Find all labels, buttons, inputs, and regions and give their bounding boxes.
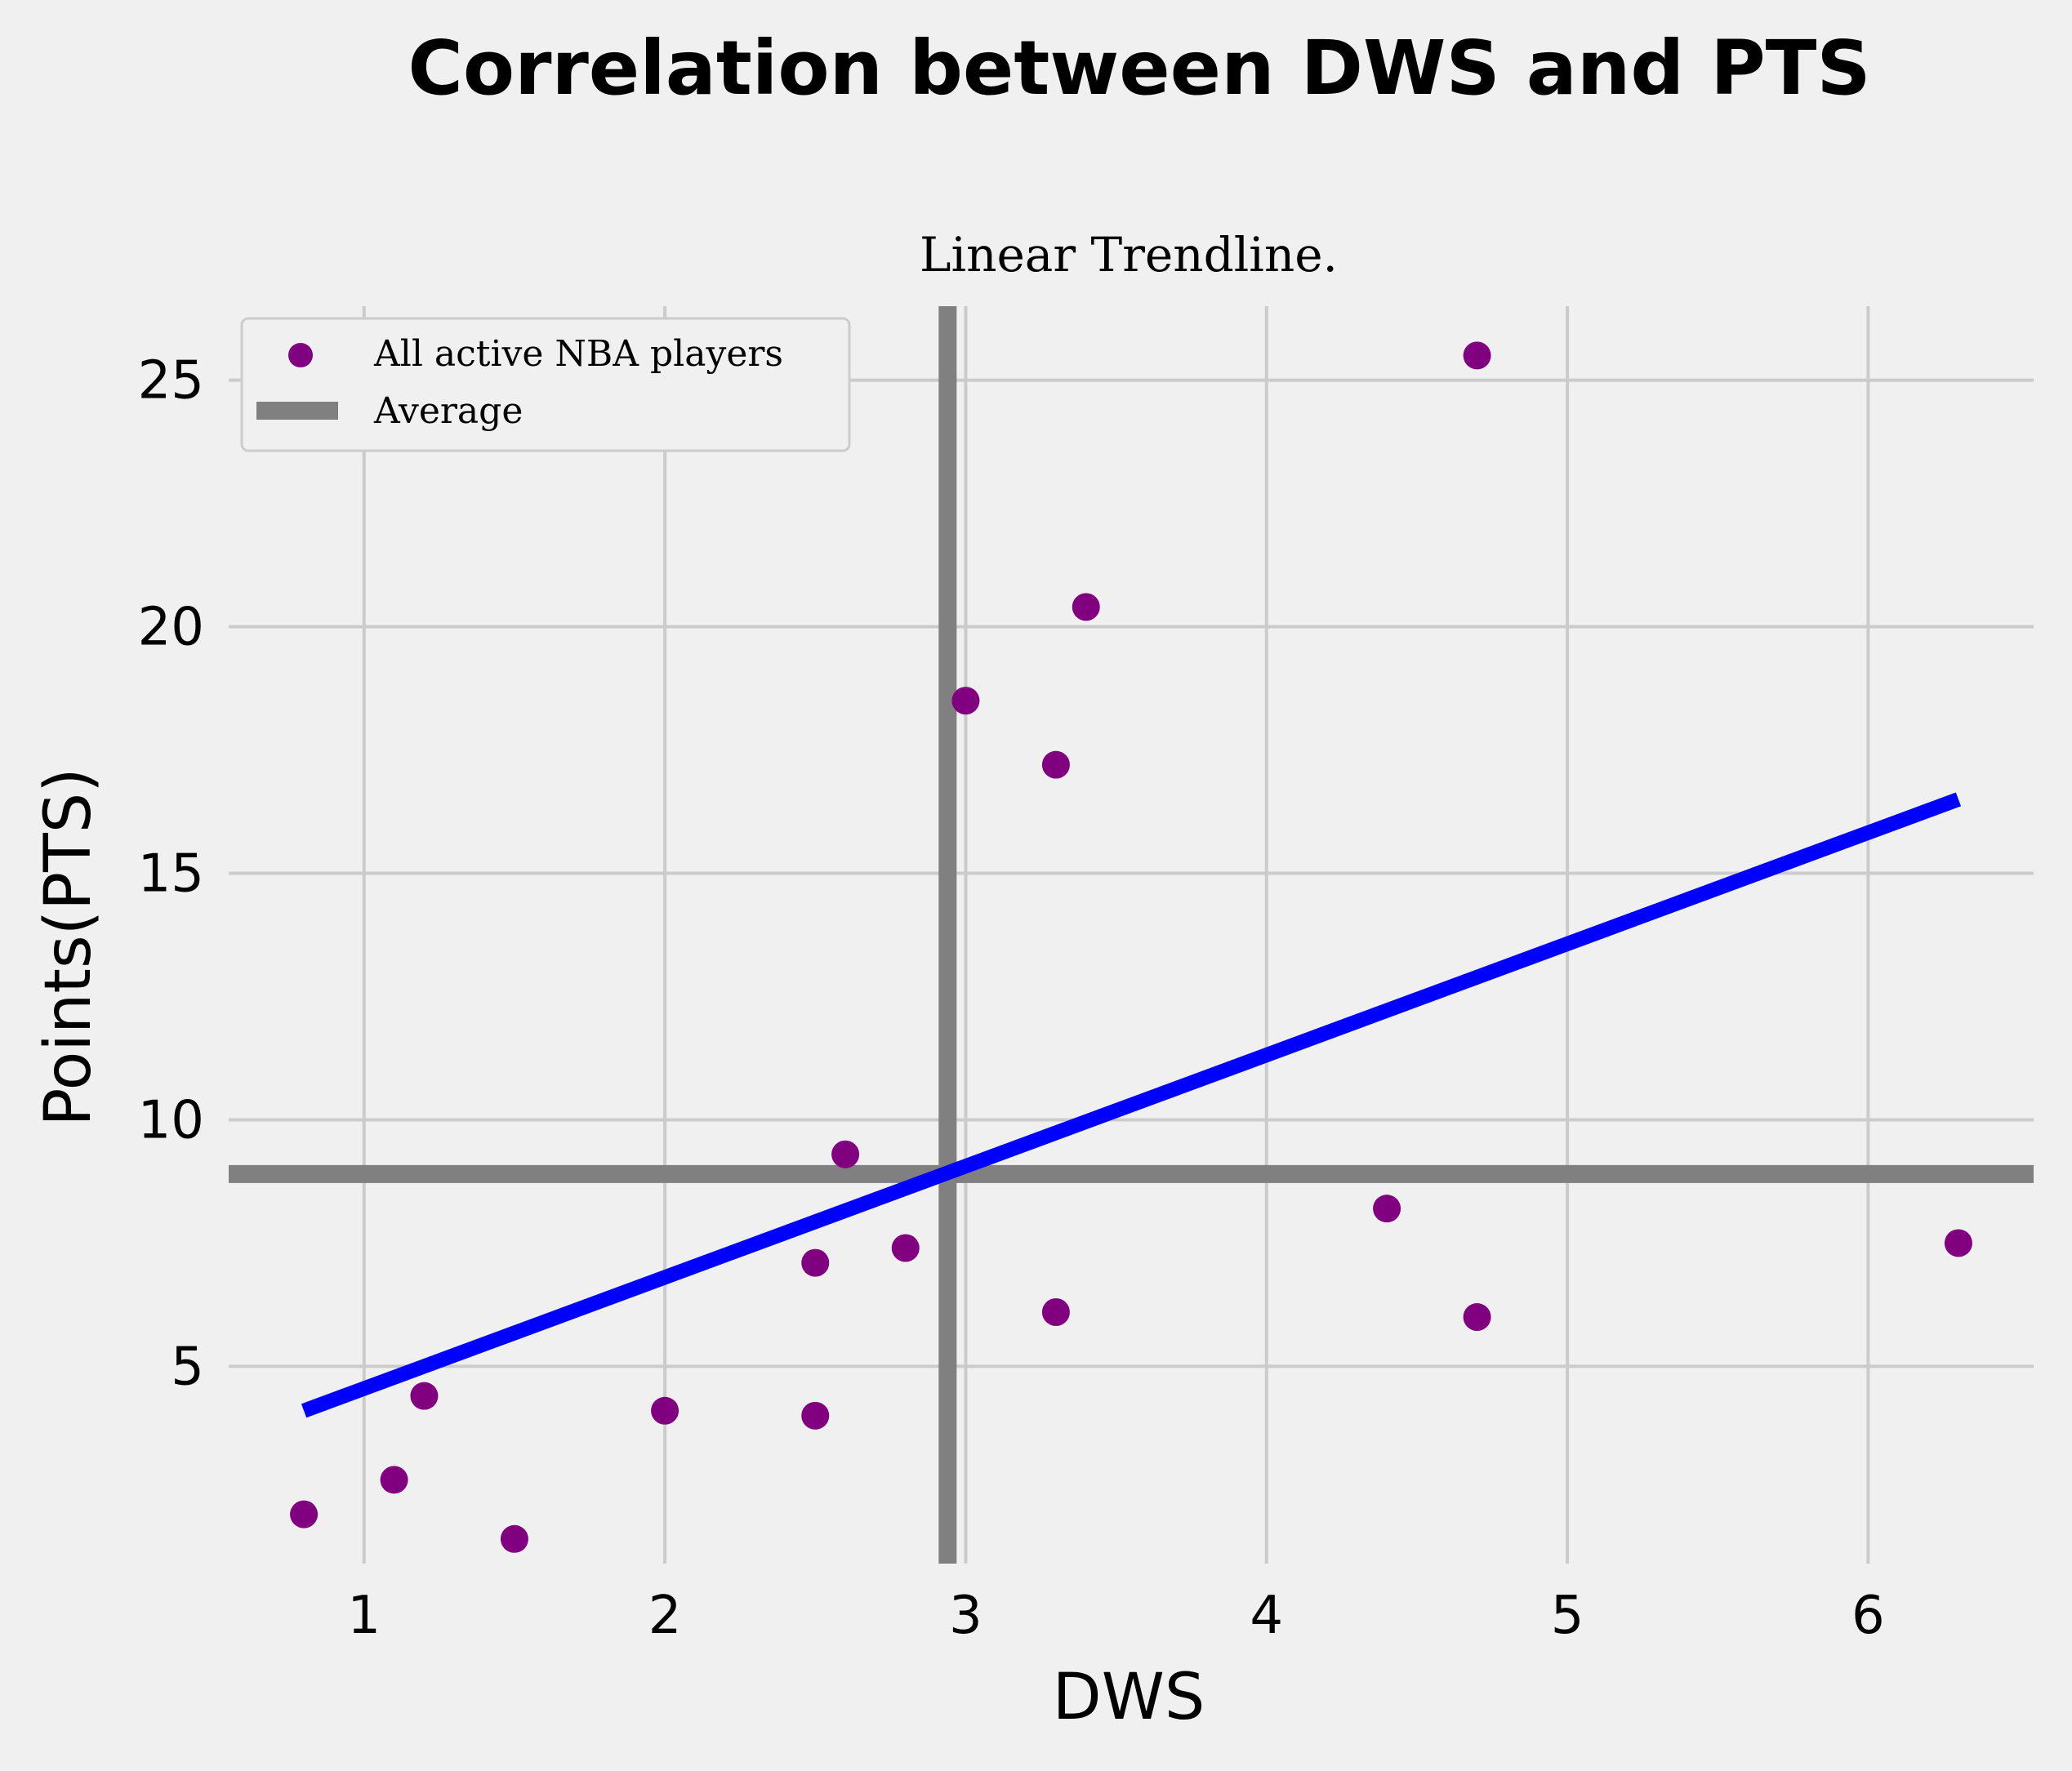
data-point [1041, 1298, 1070, 1326]
data-point [651, 1396, 680, 1425]
data-point [891, 1234, 920, 1262]
y-tick-label: 5 [171, 1337, 204, 1397]
x-tick-label: 5 [1551, 1586, 1584, 1646]
y-tick-label: 25 [138, 351, 204, 412]
data-point [951, 687, 980, 715]
legend-label-average: Average [373, 390, 523, 432]
chart-title: Correlation between DWS and PTS [408, 24, 1870, 112]
data-point [410, 1382, 439, 1410]
y-tick-label: 10 [138, 1090, 204, 1150]
x-tick-label: 2 [648, 1586, 682, 1646]
data-point [380, 1466, 408, 1494]
data-point [290, 1500, 319, 1528]
chart-subtitle: Linear Trendline. [920, 227, 1338, 283]
legend: All active NBA players Average [240, 317, 851, 452]
data-point [1373, 1195, 1401, 1223]
data-point [500, 1524, 528, 1553]
data-point [801, 1248, 830, 1277]
average-lines [229, 306, 2034, 1564]
x-tick-label: 1 [347, 1586, 381, 1646]
data-point [1463, 341, 1491, 370]
trendline-layer [301, 792, 1962, 1418]
y-axis-ticks: 5 10 15 20 25 [138, 351, 204, 1398]
trendline [301, 792, 1962, 1418]
data-points [290, 341, 1972, 1553]
x-tick-label: 3 [949, 1586, 983, 1646]
legend-label-points: All active NBA players [373, 333, 783, 375]
x-axis-ticks: 1 2 3 4 5 6 [347, 1586, 1884, 1646]
data-point [1072, 593, 1100, 621]
x-axis-label: DWS [1053, 1661, 1205, 1734]
x-tick-label: 6 [1851, 1586, 1885, 1646]
legend-marker-points [288, 343, 313, 367]
data-point [1041, 750, 1070, 779]
y-tick-label: 15 [138, 844, 204, 905]
legend-box [240, 317, 851, 452]
grid [229, 306, 2034, 1564]
y-axis-label: Points(PTS) [32, 768, 105, 1126]
data-point [801, 1401, 830, 1430]
x-tick-label: 4 [1250, 1586, 1283, 1646]
data-point [1944, 1229, 1972, 1257]
data-point [831, 1140, 860, 1168]
y-tick-label: 20 [138, 598, 204, 658]
data-point [1463, 1303, 1491, 1332]
